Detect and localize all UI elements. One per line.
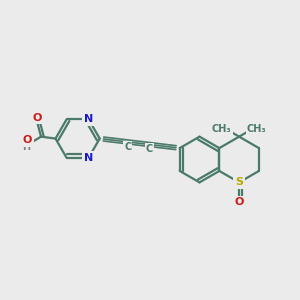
Text: H: H	[22, 142, 30, 152]
Text: C: C	[124, 142, 131, 152]
Text: S: S	[235, 177, 243, 188]
Text: O: O	[234, 197, 244, 207]
Text: CH₃: CH₃	[247, 124, 267, 134]
Text: C: C	[146, 144, 153, 154]
Text: N: N	[84, 114, 93, 124]
Text: O: O	[32, 112, 42, 123]
Text: O: O	[23, 136, 32, 146]
Text: CH₃: CH₃	[212, 124, 231, 134]
Text: N: N	[84, 153, 93, 163]
